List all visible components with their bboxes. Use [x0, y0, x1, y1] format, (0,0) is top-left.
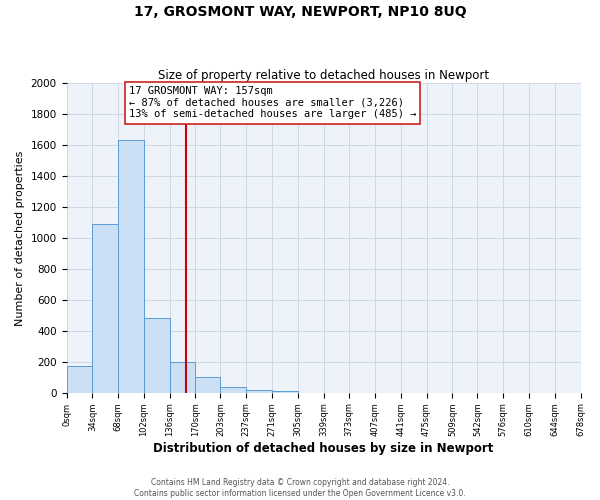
- Bar: [144, 318, 170, 392]
- Bar: [92, 224, 118, 392]
- Title: Size of property relative to detached houses in Newport: Size of property relative to detached ho…: [158, 69, 489, 82]
- Bar: [220, 386, 246, 392]
- Text: 17 GROSMONT WAY: 157sqm
← 87% of detached houses are smaller (3,226)
13% of semi: 17 GROSMONT WAY: 157sqm ← 87% of detache…: [128, 86, 416, 120]
- Bar: [170, 362, 196, 392]
- Bar: [196, 377, 220, 392]
- Text: 17, GROSMONT WAY, NEWPORT, NP10 8UQ: 17, GROSMONT WAY, NEWPORT, NP10 8UQ: [134, 5, 466, 19]
- Bar: [272, 391, 298, 392]
- Text: Contains HM Land Registry data © Crown copyright and database right 2024.
Contai: Contains HM Land Registry data © Crown c…: [134, 478, 466, 498]
- Bar: [246, 390, 272, 392]
- Bar: [67, 366, 92, 392]
- X-axis label: Distribution of detached houses by size in Newport: Distribution of detached houses by size …: [154, 442, 494, 455]
- Bar: [118, 140, 144, 392]
- Y-axis label: Number of detached properties: Number of detached properties: [15, 150, 25, 326]
